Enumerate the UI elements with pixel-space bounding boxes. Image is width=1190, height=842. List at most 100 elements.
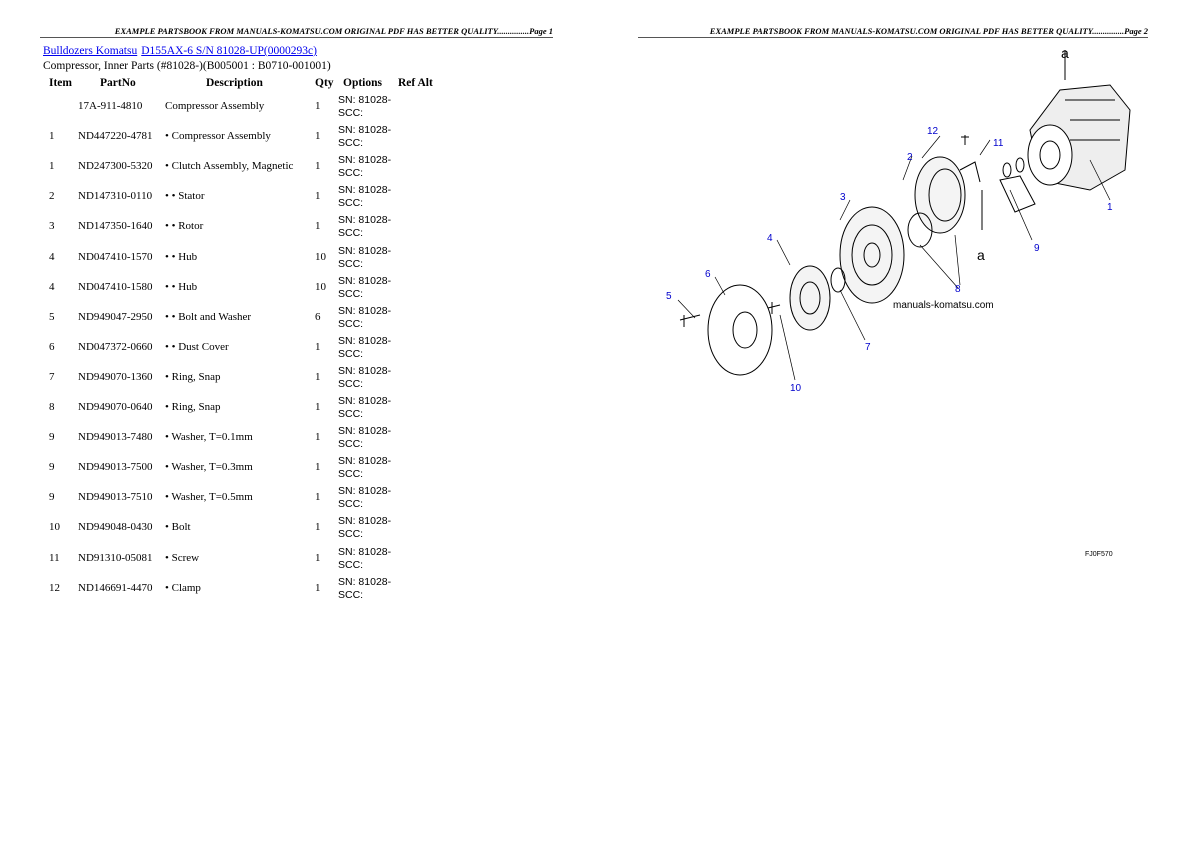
table-row: 11 ND91310-05081 • Screw 1 SN: 81028-SCC: bbox=[0, 545, 560, 575]
compressor-body bbox=[1027, 84, 1131, 191]
options: SN: 81028-SCC: bbox=[338, 575, 392, 601]
exploded-diagram: a 12 11 2 3 1 4 a 9 6 5 8 7 10 manuals-komatsu.com FJ… bbox=[666, 45, 1131, 558]
part-number: 17A-911-4810 bbox=[78, 100, 143, 112]
page-header-left: EXAMPLE PARTSBOOK FROM MANUALS-KOMATSU.C… bbox=[40, 26, 553, 38]
quantity: 10 bbox=[315, 250, 326, 263]
callout-label: 3 bbox=[840, 192, 846, 203]
item-number: 12 bbox=[49, 581, 60, 594]
breadcrumb-link-category[interactable]: Bulldozers Komatsu bbox=[43, 45, 138, 57]
washer-9 bbox=[1015, 157, 1025, 173]
item-number: 1 bbox=[49, 160, 55, 173]
table-row: 1 ND247300-5320 • Clutch Assembly, Magneti… bbox=[0, 153, 560, 183]
table-row: 7 ND949070-1360 • Ring, Snap 1 SN: 81028-SCC… bbox=[0, 364, 560, 394]
quantity: 1 bbox=[315, 340, 321, 353]
item-number: 9 bbox=[49, 461, 55, 474]
table-row: 4 ND047410-1570 • • Hub 10 SN: 81028-SCC: bbox=[0, 244, 560, 274]
table-row: 3 ND147350-1640 • • Rotor 1 SN: 81028-SCC: bbox=[0, 213, 560, 243]
part-number: ND949013-7500 bbox=[78, 461, 153, 474]
description: • Compressor Assembly bbox=[165, 130, 271, 143]
options: SN: 81028-SCC: bbox=[338, 304, 392, 330]
quantity: 1 bbox=[315, 220, 321, 233]
description: • • Hub bbox=[165, 250, 198, 263]
part-number: ND91310-05081 bbox=[78, 551, 153, 564]
description: • Washer, T=0.5mm bbox=[165, 491, 253, 504]
callout-label: 10 bbox=[790, 383, 802, 394]
quantity: 1 bbox=[315, 551, 321, 564]
quantity: 1 bbox=[315, 401, 321, 413]
callout-label: 9 bbox=[1034, 243, 1040, 254]
figure-code: FJ0F570 bbox=[1085, 551, 1113, 558]
part-number: ND949013-7480 bbox=[78, 431, 153, 444]
snap-ring-7 bbox=[830, 267, 846, 293]
snap-ring-8 bbox=[907, 212, 933, 248]
watermark-text: manuals-komatsu.com bbox=[893, 300, 994, 311]
description: • Clutch Assembly, Magnetic bbox=[165, 160, 294, 173]
description: • Ring, Snap bbox=[165, 370, 221, 383]
description: • • Stator bbox=[165, 190, 205, 203]
options: SN: 81028-SCC: bbox=[338, 334, 392, 360]
item-number: 10 bbox=[49, 521, 60, 534]
quantity: 1 bbox=[315, 100, 321, 112]
item-number: 11 bbox=[49, 551, 60, 564]
callout-label: 4 bbox=[767, 233, 773, 244]
description: • Washer, T=0.3mm bbox=[165, 461, 253, 474]
table-row: 2 ND147310-0110 • • Stator 1 SN: 81028-SCC: bbox=[0, 183, 560, 213]
section-title: Compressor, Inner Parts (#81028-)(B00500… bbox=[43, 60, 331, 72]
bolt-5 bbox=[679, 314, 701, 327]
col-header-options: Options bbox=[343, 77, 382, 89]
options: SN: 81028-SCC: bbox=[338, 364, 392, 390]
quantity: 1 bbox=[315, 431, 321, 444]
part-number: ND047372-0660 bbox=[78, 340, 153, 353]
quantity: 10 bbox=[315, 280, 326, 293]
quantity: 1 bbox=[315, 160, 321, 173]
table-row: 6 ND047372-0660 • • Dust Cover 1 SN: 81028-S… bbox=[0, 334, 560, 364]
quantity: 1 bbox=[315, 190, 321, 203]
options: SN: 81028-SCC: bbox=[338, 395, 392, 420]
options: SN: 81028-SCC: bbox=[338, 154, 392, 180]
options: SN: 81028-SCC: bbox=[338, 214, 392, 240]
breadcrumb-link-model[interactable]: D155AX-6 S/N 81028-UP(0000293c) bbox=[141, 45, 317, 57]
table-row: 8 ND949070-0640 • Ring, Snap 1 SN: 81028-SCC… bbox=[0, 394, 560, 424]
item-number: 8 bbox=[49, 401, 55, 413]
quantity: 1 bbox=[315, 491, 321, 504]
options: SN: 81028-SCC: bbox=[338, 124, 392, 150]
col-header-partno: PartNo bbox=[100, 77, 136, 89]
options: SN: 81028-SCC: bbox=[338, 184, 392, 210]
table-row: 1 ND447220-4781 • Compressor Assembly 1 SN: … bbox=[0, 123, 560, 153]
description: • Screw bbox=[165, 551, 200, 564]
item-number: 9 bbox=[49, 491, 55, 504]
quantity: 1 bbox=[315, 461, 321, 474]
breadcrumb: Bulldozers Komatsu D155AX-6 S/N 81028-UP(… bbox=[43, 45, 321, 57]
part-number: ND146691-4470 bbox=[78, 581, 153, 594]
item-number: 4 bbox=[49, 250, 55, 263]
stator-2 bbox=[914, 156, 966, 234]
table-row: 10 ND949048-0430 • Bolt 1 SN: 81028-SCC: bbox=[0, 514, 560, 544]
part-number: ND147350-1640 bbox=[78, 220, 153, 233]
table-row: 9 ND949013-7480 • Washer, T=0.1mm 1 SN: 8102… bbox=[0, 424, 560, 454]
table-row: 9 ND949013-7500 • Washer, T=0.3mm 1 SN: 8102… bbox=[0, 454, 560, 484]
quantity: 1 bbox=[315, 521, 321, 534]
options: SN: 81028-SCC: bbox=[338, 545, 392, 571]
options: SN: 81028-SCC: bbox=[338, 485, 392, 511]
bolt-10 bbox=[767, 302, 781, 314]
callout-label: a bbox=[977, 247, 985, 263]
table-row: 17A-911-4810 Compressor Assembly 1 SN: 8102… bbox=[0, 93, 560, 123]
options: SN: 81028-SCC: bbox=[338, 244, 392, 270]
quantity: 6 bbox=[315, 310, 321, 323]
part-number: ND949048-0430 bbox=[78, 521, 153, 534]
options: SN: 81028-SCC: bbox=[338, 425, 392, 451]
item-number: 6 bbox=[49, 340, 55, 353]
part-number: ND949070-1360 bbox=[78, 370, 153, 383]
callout-label: a bbox=[1061, 45, 1069, 61]
options: SN: 81028-SCC: bbox=[338, 274, 392, 300]
part-number: ND247300-5320 bbox=[78, 160, 153, 173]
part-number: ND047410-1570 bbox=[78, 250, 153, 263]
table-row: 12 ND146691-4470 • Clamp 1 SN: 81028-SCC: bbox=[0, 575, 560, 605]
item-number: 4 bbox=[49, 280, 55, 293]
part-number: ND047410-1580 bbox=[78, 280, 153, 293]
callout-label: 5 bbox=[666, 291, 672, 302]
options: SN: 81028-SCC: bbox=[338, 515, 392, 541]
callout-label: 6 bbox=[705, 269, 711, 280]
table-row: 4 ND047410-1580 • • Hub 10 SN: 81028-SCC: bbox=[0, 274, 560, 304]
callout-label: 8 bbox=[955, 284, 961, 295]
